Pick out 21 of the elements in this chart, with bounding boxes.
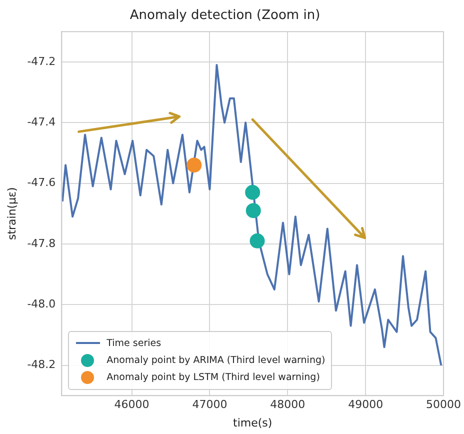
legend-label: Anomaly point by LSTM (Third level warning): [106, 372, 320, 383]
y-tick-label: -47.8: [27, 236, 56, 250]
x-tick-label: 46000: [114, 398, 150, 412]
legend-label: Time series: [106, 338, 162, 349]
point: [245, 184, 260, 200]
y-tick-label: -47.4: [27, 115, 56, 128]
point: [246, 203, 261, 218]
y-tick-label: -48.0: [27, 297, 56, 310]
x-tick-label: 50000: [426, 398, 462, 412]
x-tick-label: 48000: [270, 398, 306, 412]
point: [186, 158, 202, 173]
y-tick-label: -47.2: [27, 54, 56, 68]
x-tick-label: 47000: [192, 398, 228, 412]
y-tick-label: -47.6: [27, 176, 56, 190]
chart-title: Anomaly detection (Zoom in): [130, 8, 320, 24]
x-tick-label: 49000: [348, 398, 384, 412]
y-tick-label: -48.2: [27, 358, 56, 372]
legend-label: Anomaly point by ARIMA (Third level warning): [106, 354, 326, 366]
x-axis-title: time(s): [232, 416, 272, 430]
y-axis-title: strain(με): [5, 187, 18, 240]
point: [250, 233, 265, 248]
